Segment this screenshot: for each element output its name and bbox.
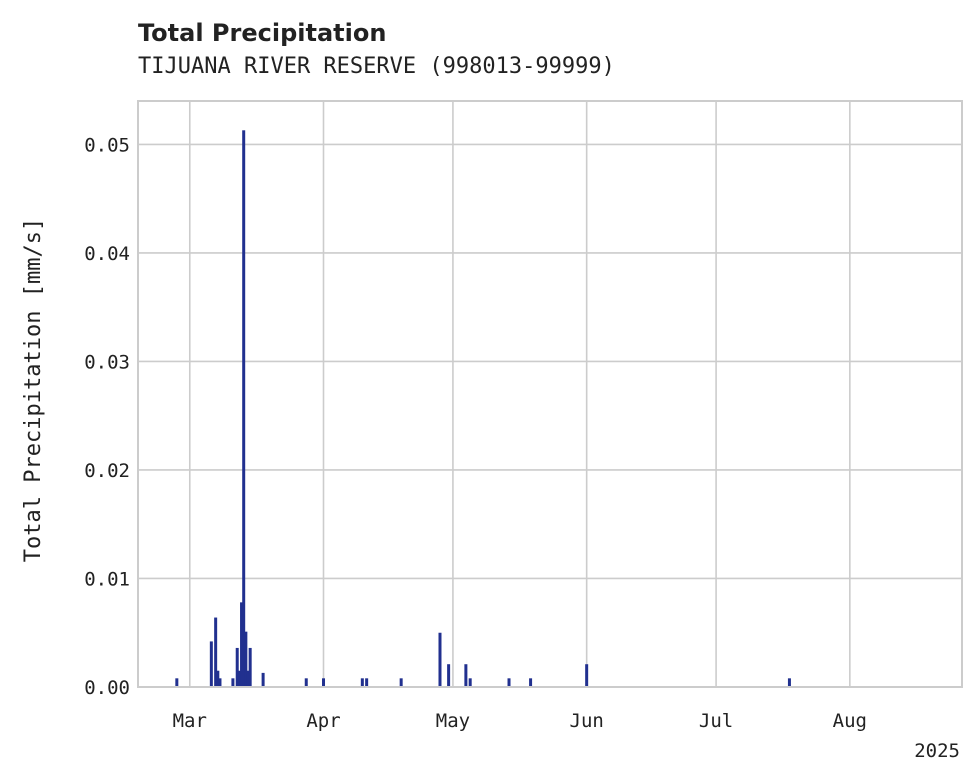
x-tick-label: May xyxy=(436,710,470,732)
y-tick-label: 0.03 xyxy=(84,351,130,373)
precipitation-bar xyxy=(438,632,442,687)
precipitation-bar xyxy=(529,678,533,687)
precipitation-bar xyxy=(261,672,265,687)
precipitation-bar xyxy=(216,670,220,687)
precipitation-bar xyxy=(244,631,248,687)
precipitation-bar xyxy=(231,678,235,687)
y-tick-label: 0.01 xyxy=(84,568,130,590)
x-tick-label: Aug xyxy=(833,710,867,732)
precipitation-bar xyxy=(214,617,218,687)
y-tick-label: 0.05 xyxy=(84,134,130,156)
chart-subtitle: TIJUANA RIVER RESERVE (998013-99999) xyxy=(138,54,615,79)
precipitation-bar xyxy=(322,678,326,687)
y-tick-label: 0.02 xyxy=(84,460,130,482)
precipitation-bar xyxy=(468,678,472,687)
precipitation-bar xyxy=(218,678,222,687)
x-tick-label: Jun xyxy=(570,710,604,732)
precipitation-bar xyxy=(209,641,213,687)
y-axis-label: Total Precipitation [mm/s] xyxy=(21,218,46,562)
chart-title: Total Precipitation xyxy=(138,19,386,47)
precipitation-bar xyxy=(242,130,246,688)
x-tick-label: Mar xyxy=(173,710,207,732)
precipitation-bars xyxy=(175,130,791,688)
y-tick-label: 0.04 xyxy=(84,243,130,265)
precipitation-bar xyxy=(507,678,511,687)
y-axis-ticks: 0.00 0.01 0.02 0.03 0.04 0.05 xyxy=(84,134,130,699)
precipitation-bar xyxy=(447,664,451,687)
precipitation-bar xyxy=(240,602,244,687)
y-tick-label: 0.00 xyxy=(84,677,130,699)
precipitation-bar xyxy=(175,678,179,687)
precipitation-bar xyxy=(248,647,252,687)
x-tick-label: Apr xyxy=(306,710,340,732)
precipitation-bar xyxy=(237,670,241,687)
precipitation-bar xyxy=(304,678,308,687)
precipitation-bar xyxy=(360,678,364,687)
x-axis-year-label: 2025 xyxy=(914,740,960,762)
precipitation-bar xyxy=(399,678,403,687)
plot-frame xyxy=(137,100,963,688)
x-axis-ticks: Mar Apr May Jun Jul Aug xyxy=(173,710,867,732)
precipitation-bar xyxy=(787,678,791,687)
precipitation-bar xyxy=(464,664,468,687)
precipitation-bar xyxy=(585,664,589,687)
precipitation-bar xyxy=(235,647,239,687)
precipitation-bar xyxy=(246,670,250,687)
gridlines xyxy=(138,101,962,688)
x-tick-label: Jul xyxy=(699,710,733,732)
precipitation-bar xyxy=(365,678,369,687)
